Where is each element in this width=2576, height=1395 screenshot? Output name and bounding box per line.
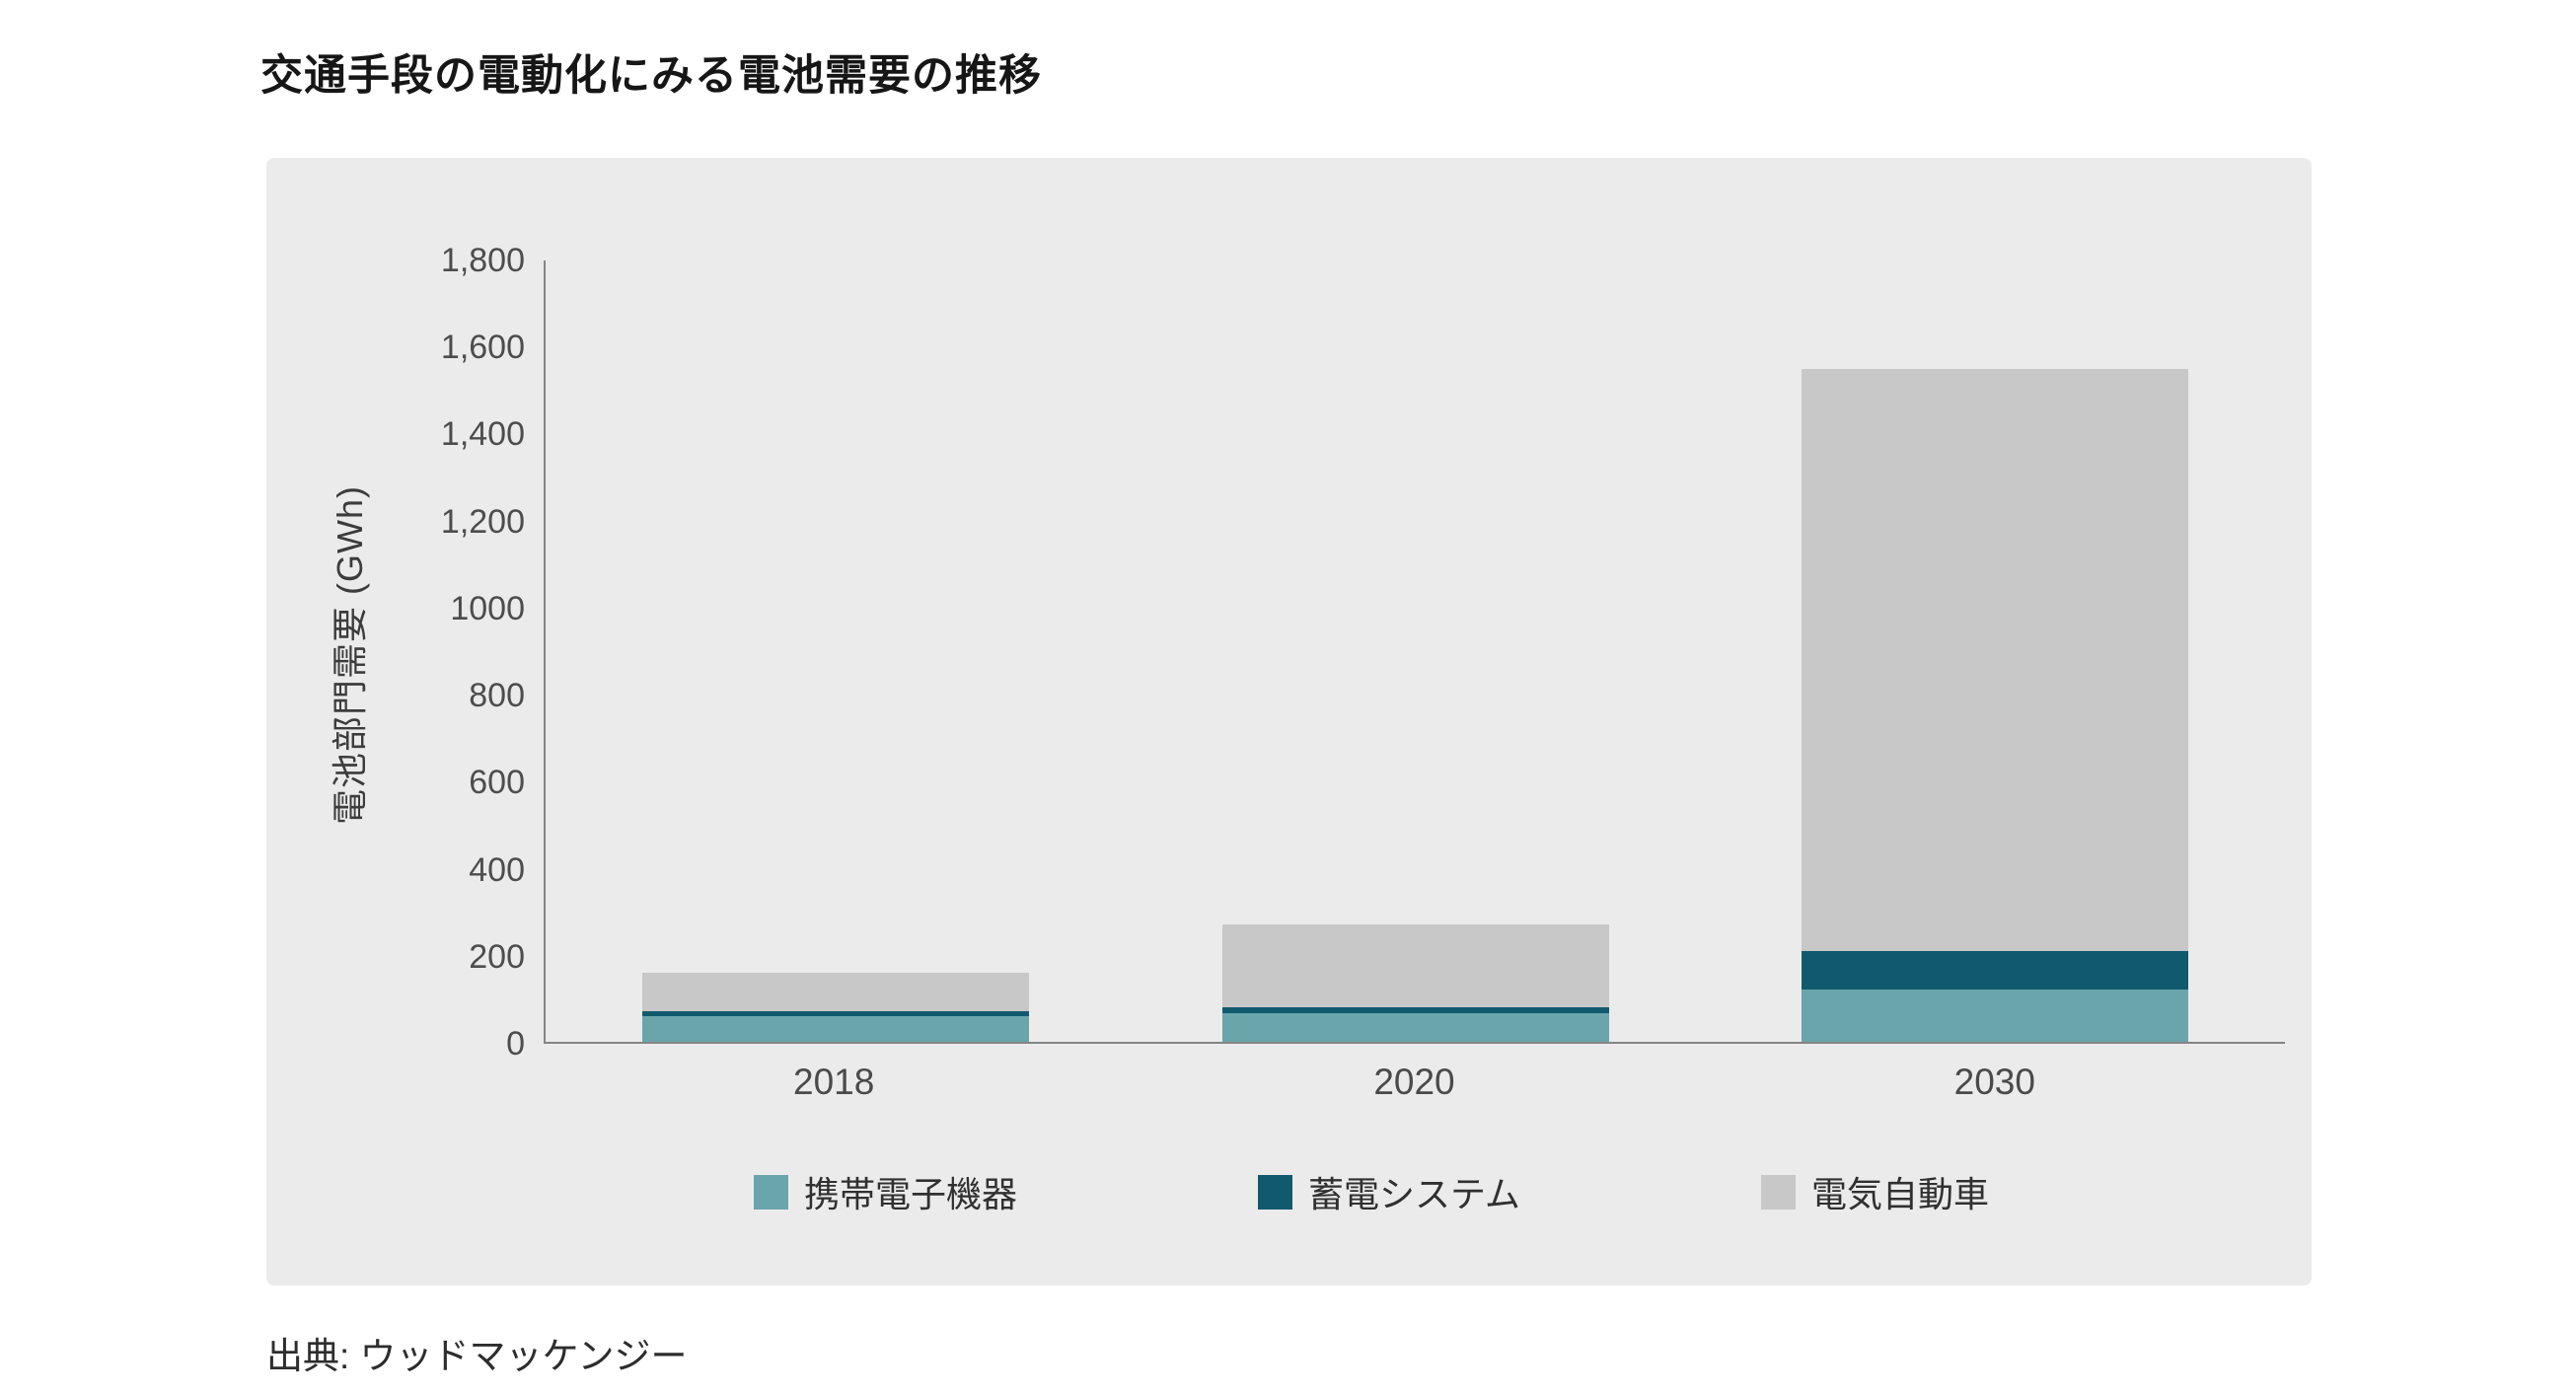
- segment-storage-systems-2020: [1221, 1006, 1609, 1014]
- segment-portable-electronics-2018: [641, 1015, 1029, 1042]
- stacked-bar-2030: [1802, 260, 2189, 1042]
- legend-item-storage-systems: 蓄電システム: [1258, 1166, 1520, 1217]
- segment-electric-vehicles-2030: [1802, 369, 2189, 951]
- y-tick-200: 200: [469, 937, 525, 976]
- chart-title: 交通手段の電動化にみる電池需要の推移: [260, 52, 1042, 100]
- y-tick-0: 0: [506, 1025, 525, 1063]
- bar-band-2018: [546, 260, 1126, 1042]
- x-tick-2020: 2020: [1373, 1062, 1455, 1102]
- segment-storage-systems-2018: [641, 1011, 1029, 1016]
- legend-swatch-storage-systems: [1258, 1174, 1293, 1210]
- bar-band-2030: [1705, 260, 2285, 1042]
- chart-card: 電池部門需要 (GWh) 0 200 400 600 800 1000 1,200 1,400…: [266, 158, 2312, 1285]
- y-tick-1000: 1000: [450, 589, 525, 627]
- legend-item-portable-electronics: 携帯電子機器: [754, 1166, 1017, 1217]
- legend: 携帯電子機器 蓄電システム 電気自動車: [754, 1166, 1989, 1217]
- x-tick-2018: 2018: [793, 1062, 875, 1102]
- legend-item-electric-vehicles: 電気自動車: [1760, 1166, 1989, 1217]
- legend-swatch-portable-electronics: [754, 1174, 788, 1210]
- plot-area: [544, 260, 2285, 1044]
- legend-swatch-electric-vehicles: [1760, 1174, 1796, 1210]
- legend-label-portable-electronics: 携帯電子機器: [804, 1174, 1018, 1214]
- y-axis-tick-labels: 0 200 400 600 800 1000 1,200 1,400 1,600 1,800: [266, 244, 525, 1061]
- y-tick-600: 600: [469, 764, 525, 802]
- x-tick-2030: 2030: [1953, 1062, 2035, 1102]
- y-tick-1200: 1,200: [440, 502, 525, 541]
- source-text: 出典: ウッドマッケンジー: [266, 1336, 688, 1376]
- legend-label-electric-vehicles: 電気自動車: [1810, 1174, 1989, 1214]
- segment-portable-electronics-2020: [1221, 1013, 1609, 1042]
- y-tick-400: 400: [469, 850, 525, 889]
- legend-label-storage-systems: 蓄電システム: [1308, 1174, 1520, 1214]
- segment-storage-systems-2030: [1802, 950, 2189, 991]
- stacked-bar-2018: [641, 260, 1029, 1042]
- segment-portable-electronics-2030: [1802, 990, 2189, 1042]
- segment-electric-vehicles-2020: [1221, 924, 1609, 1007]
- bar-band-2020: [1126, 260, 1706, 1042]
- y-tick-1800: 1,800: [440, 242, 525, 279]
- stacked-bar-2020: [1221, 260, 1609, 1042]
- y-tick-1400: 1,400: [440, 415, 525, 454]
- y-tick-1600: 1,600: [440, 329, 525, 367]
- x-axis-tick-labels: 2018 2020 2030: [544, 1062, 2285, 1103]
- segment-electric-vehicles-2018: [641, 972, 1029, 1012]
- y-tick-800: 800: [469, 677, 525, 715]
